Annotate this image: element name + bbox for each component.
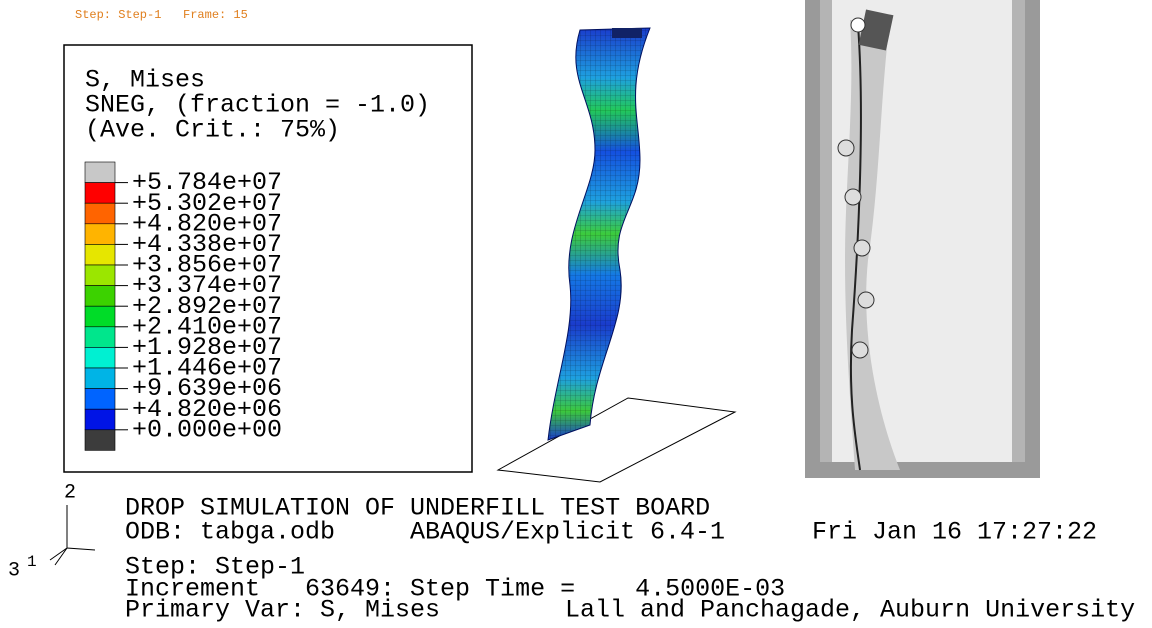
status-text: Step: Step-1 Frame: 15: [75, 8, 248, 22]
info-credit: Lall and Panchagade, Auburn University: [565, 596, 1135, 625]
legend-swatch: [85, 265, 115, 286]
legend-swatch: [85, 286, 115, 307]
legend-swatch: [85, 347, 115, 368]
legend-swatch: [85, 368, 115, 389]
base-plane: [498, 398, 735, 482]
info-date: Fri Jan 16 17:27:22: [812, 518, 1097, 547]
legend-swatch: [85, 327, 115, 348]
triad-z: 3: [8, 559, 20, 582]
axis-triad: 2 3 1: [8, 481, 95, 582]
deformed-board: [548, 28, 650, 440]
test-photo: [805, 0, 1040, 478]
info-odb: ODB: tabga.odb: [125, 518, 335, 547]
legend-label: +0.000e+00: [132, 415, 282, 444]
legend-swatch: [85, 389, 115, 410]
legend-swatch: [85, 183, 115, 204]
legend-swatch: [85, 306, 115, 327]
info-primary-var: Primary Var: S, Mises: [125, 596, 440, 625]
legend-swatch: [85, 224, 115, 245]
legend-swatch: [85, 430, 115, 451]
legend-swatch: [85, 162, 115, 183]
triad-x: 1: [27, 553, 37, 571]
legend-swatch: [85, 203, 115, 224]
legend-swatch: [85, 244, 115, 265]
legend-title-line: (Ave. Crit.: 75%): [85, 116, 340, 145]
info-solver: ABAQUS/Explicit 6.4-1: [410, 518, 725, 547]
triad-y: 2: [64, 481, 76, 504]
screenshot: Step: Step-1 Frame: 15 S, MisesSNEG, (fr…: [0, 0, 1152, 628]
legend-swatch: [85, 409, 115, 430]
